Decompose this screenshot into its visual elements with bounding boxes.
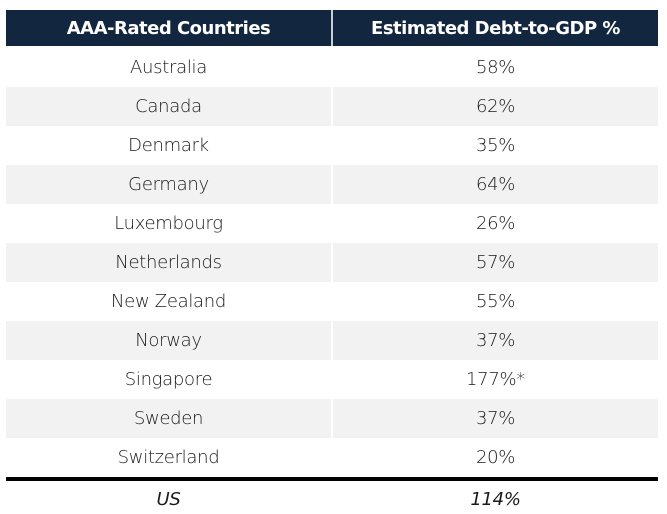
comparison-value: 114%	[470, 488, 521, 510]
country-cell: Canada	[6, 87, 333, 126]
comparison-country: US	[6, 481, 333, 514]
country-cell: Netherlands	[6, 243, 333, 282]
table-row: Australia 58%	[6, 48, 658, 87]
table-row: Germany 64%	[6, 165, 658, 204]
country-cell: New Zealand	[6, 282, 333, 321]
country-cell: Denmark	[6, 126, 333, 165]
table-row: Canada 62%	[6, 87, 658, 126]
table-row: Sweden 37%	[6, 399, 658, 438]
country-cell: Luxembourg	[6, 204, 333, 243]
value-cell: 62%	[333, 87, 658, 126]
table-header: AAA-Rated Countries Estimated Debt-to-GD…	[6, 10, 658, 46]
value-cell: 20%	[475, 447, 516, 468]
table-row: Netherlands 57%	[6, 243, 658, 282]
country-cell: Norway	[6, 321, 333, 360]
comparison-row: US 114%	[6, 481, 658, 514]
header-debt-to-gdp: Estimated Debt-to-GDP %	[333, 10, 658, 46]
table-row: Norway 37%	[6, 321, 658, 360]
value-cell: 57%	[333, 243, 658, 282]
country-cell: Switzerland	[6, 438, 333, 477]
table-row: Singapore 177%*	[6, 360, 658, 399]
table-row: Denmark 35%	[6, 126, 658, 165]
table-row: Luxembourg 26%	[6, 204, 658, 243]
table-row: New Zealand 55%	[6, 282, 658, 321]
country-cell: Germany	[6, 165, 333, 204]
value-cell: 64%	[333, 165, 658, 204]
table-divider-rule	[6, 477, 658, 481]
table-row: Switzerland 20%	[6, 438, 658, 477]
value-cell: 58%	[475, 57, 516, 78]
country-cell: Sweden	[6, 399, 333, 438]
value-cell: 177%*	[466, 369, 525, 390]
country-cell: Singapore	[6, 360, 333, 399]
value-cell: 26%	[475, 213, 516, 234]
value-cell: 37%	[333, 321, 658, 360]
country-cell: Australia	[6, 48, 333, 87]
value-cell: 37%	[333, 399, 658, 438]
debt-to-gdp-table: AAA-Rated Countries Estimated Debt-to-GD…	[6, 10, 658, 514]
header-countries: AAA-Rated Countries	[6, 10, 333, 46]
value-cell: 35%	[475, 135, 516, 156]
value-cell: 55%	[475, 291, 516, 312]
